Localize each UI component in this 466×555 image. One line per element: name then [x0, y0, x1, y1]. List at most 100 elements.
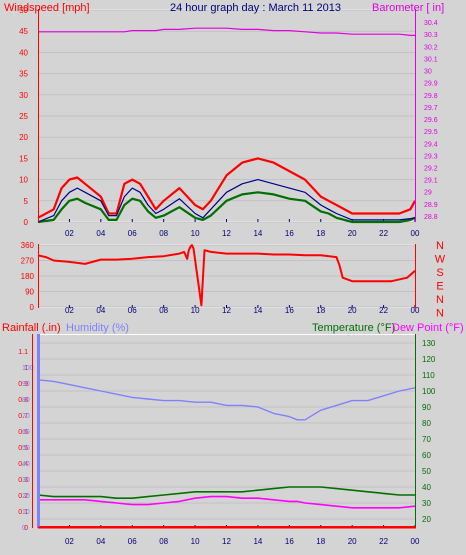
humidity-tick-label: 50: [22, 445, 30, 452]
baro-tick-label: 29.8: [424, 93, 438, 100]
temp-tick-label: 110: [422, 371, 435, 380]
baro-tick-label: 29.4: [424, 141, 438, 148]
rain-tick-label: 0: [24, 525, 28, 532]
baro-tick-label: 30.4: [424, 20, 438, 27]
compass-label: E: [436, 281, 443, 293]
wind-gust-line: [37, 157, 416, 219]
humidity-tick-label: 60: [22, 429, 30, 436]
humidity-tick-label: 80: [22, 397, 30, 404]
rain-tick-label: 0.6: [18, 429, 28, 436]
wind-tick-label: 30: [19, 91, 28, 100]
compass-label: N: [436, 308, 444, 320]
humidity-tick-label: 0: [22, 525, 26, 532]
wind-speed-line: [37, 191, 416, 224]
rain-tick-label: 0.9: [18, 381, 28, 388]
temp-tick-label: 130: [422, 339, 436, 348]
rain-tick-label: 1: [24, 365, 28, 372]
time-tick-label: 04: [96, 537, 105, 546]
wind-tick-label: 50: [19, 6, 28, 15]
time-tick-label: 02: [65, 229, 74, 238]
temp-tick-label: 120: [422, 355, 436, 364]
rain-tick-label: 0.1: [18, 509, 28, 516]
baro-tick-label: 28.8: [424, 214, 438, 221]
rain-axis-title: Rainfall (.in): [2, 322, 61, 334]
temp-tick-label: 50: [422, 467, 431, 476]
baro-tick-label: 29.9: [424, 81, 438, 88]
time-tick-label: 18: [316, 306, 325, 315]
time-tick-label: 10: [191, 306, 200, 315]
time-tick-label: 02: [65, 306, 74, 315]
time-tick-label: 02: [65, 537, 74, 546]
time-tick-label: 14: [253, 229, 262, 238]
humidity-tick-label: 100: [22, 365, 34, 372]
baro-tick-label: 30.1: [424, 56, 438, 63]
baro-tick-label: 28.9: [424, 202, 438, 209]
time-tick-label: 08: [159, 537, 168, 546]
time-tick-label: 22: [379, 537, 388, 546]
baro-tick-label: 30.2: [424, 44, 438, 51]
temp-tick-label: 80: [422, 419, 431, 428]
wind-tick-label: 45: [19, 27, 28, 36]
time-tick-label: 08: [159, 229, 168, 238]
time-tick-label: 04: [96, 306, 105, 315]
wind-tick-label: 40: [19, 48, 28, 57]
rain-tick-label: 0.4: [18, 461, 28, 468]
rain-tick-label: 0.7: [18, 413, 28, 420]
temp-tick-label: 70: [422, 435, 431, 444]
time-tick-label: 06: [128, 229, 137, 238]
time-tick-label: 00: [411, 229, 420, 238]
rain-tick-label: 1.1: [18, 349, 28, 356]
time-tick-label: 16: [285, 306, 294, 315]
wind-tick-label: 15: [19, 154, 28, 163]
baro-tick-label: 29.5: [424, 129, 438, 136]
wind-average-line: [37, 179, 416, 223]
time-tick-label: 14: [253, 537, 262, 546]
humidity-tick-label: 40: [22, 461, 30, 468]
temp-axis-title: Temperature (°F): [312, 322, 395, 334]
wind-direction-line: [37, 244, 416, 307]
compass-label: N: [436, 240, 444, 252]
time-tick-label: 00: [411, 306, 420, 315]
humidity-tick-label: 10: [22, 509, 30, 516]
dew-point-line: [38, 495, 416, 509]
time-tick-label: 12: [222, 537, 231, 546]
time-tick-label: 06: [128, 537, 137, 546]
wind-tick-label: 20: [19, 133, 28, 142]
humidity-axis-title: Humidity (%): [66, 322, 129, 334]
baro-tick-label: 29.2: [424, 165, 438, 172]
humidity-tick-label: 70: [22, 413, 30, 420]
time-tick-label: 14: [253, 306, 262, 315]
compass-label: N: [436, 294, 444, 306]
time-tick-label: 20: [348, 306, 357, 315]
barometer-line: [38, 27, 415, 37]
compass-label: S: [436, 267, 443, 279]
time-tick-label: 16: [285, 537, 294, 546]
humidity-line: [37, 379, 416, 421]
direction-tick-label: 90: [25, 288, 34, 297]
baro-tick-label: 29.1: [424, 178, 438, 185]
tick-labels: 0510152025303540455028.828.92929.129.229…: [18, 6, 446, 546]
wind-axis-title: Windspeed [mph]: [4, 2, 90, 14]
humidity-tick-label: 20: [22, 493, 30, 500]
graph-title: 24 hour graph day : March 11 2013: [170, 2, 341, 14]
baro-axis-title: Barometer [ in]: [372, 2, 444, 14]
wind-tick-label: 35: [19, 70, 28, 79]
time-tick-label: 18: [316, 537, 325, 546]
time-tick-label: 20: [348, 229, 357, 238]
time-tick-label: 16: [285, 229, 294, 238]
rain-tick-label: 0.3: [18, 477, 28, 484]
baro-tick-label: 30.3: [424, 32, 438, 39]
rain-tick-label: 0.5: [18, 445, 28, 452]
baro-tick-label: 29.3: [424, 153, 438, 160]
time-tick-label: 18: [316, 229, 325, 238]
baro-tick-label: 29.6: [424, 117, 438, 124]
direction-tick-label: 180: [21, 272, 35, 281]
humidity-tick-label: 30: [22, 477, 30, 484]
rain-tick-label: 0.2: [18, 493, 28, 500]
time-tick-label: 00: [411, 537, 420, 546]
time-tick-label: 12: [222, 306, 231, 315]
wind-tick-label: 25: [19, 112, 28, 121]
time-tick-label: 12: [222, 229, 231, 238]
